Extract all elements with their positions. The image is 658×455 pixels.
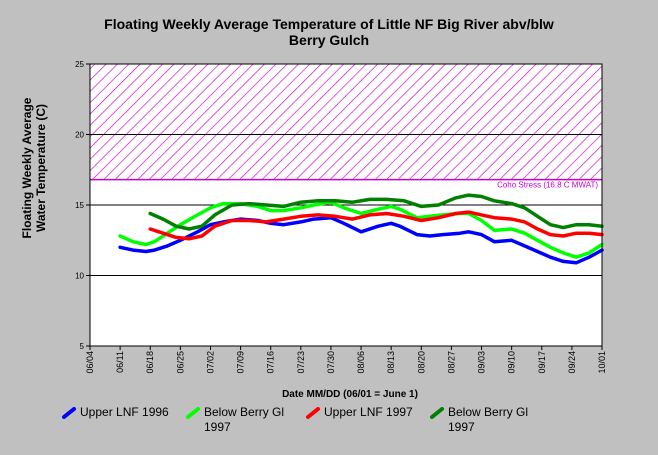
x-tick-label: 08/27 bbox=[446, 351, 456, 374]
y-tick-label: 25 bbox=[75, 60, 84, 69]
legend-label: Below Berry Gl 1997 bbox=[204, 405, 285, 434]
legend-swatch-icon bbox=[62, 407, 76, 419]
series-line-1 bbox=[118, 200, 604, 259]
x-tick-label: 06/11 bbox=[115, 351, 125, 373]
threshold-label: Coho Stress (16.8 C MWAT) bbox=[497, 181, 598, 190]
x-tick-label: 09/10 bbox=[507, 351, 517, 374]
threshold-band bbox=[90, 64, 602, 180]
legend-label: Below Berry Gl 1997 bbox=[448, 405, 529, 434]
x-tick-label: 06/18 bbox=[145, 351, 155, 374]
legend-label: Upper LNF 1996 bbox=[80, 405, 169, 419]
x-tick-label: 07/09 bbox=[236, 351, 246, 374]
legend-swatch-icon bbox=[430, 407, 444, 419]
chart-title-line2: Berry Gulch bbox=[288, 32, 370, 48]
legend-swatch-icon bbox=[186, 407, 200, 419]
x-tick-label: 09/17 bbox=[537, 351, 547, 374]
x-tick-label: 06/25 bbox=[175, 351, 185, 374]
x-tick-label: 07/02 bbox=[205, 351, 215, 374]
x-tick-label: 09/24 bbox=[567, 351, 577, 374]
x-tick-label: 09/03 bbox=[477, 351, 487, 374]
x-tick-label: 06/04 bbox=[85, 351, 95, 374]
x-tick-label: 10/01 bbox=[597, 351, 607, 374]
x-axis-label: Date MM/DD (06/01 = June 1) bbox=[282, 389, 418, 400]
x-tick-label: 07/16 bbox=[266, 351, 276, 374]
y-axis-label-line1: Floating Weekly Average bbox=[20, 97, 34, 239]
x-tick-label: 08/13 bbox=[386, 351, 396, 374]
series-line-3 bbox=[148, 193, 604, 231]
series-line-0 bbox=[118, 215, 604, 265]
chart-title-line1: Floating Weekly Average Temperature of L… bbox=[104, 16, 554, 32]
y-tick-label: 15 bbox=[75, 201, 84, 210]
legend-swatch-icon bbox=[306, 407, 320, 419]
x-tick-label: 08/20 bbox=[416, 351, 426, 374]
series-line-2 bbox=[148, 210, 604, 241]
y-tick-label: 20 bbox=[75, 131, 84, 140]
x-tick-label: 07/23 bbox=[296, 351, 306, 374]
y-tick-label: 5 bbox=[80, 342, 85, 351]
legend: Upper LNF 1996 Below Berry Gl 1997 Upper… bbox=[0, 405, 658, 445]
x-tick-label: 07/30 bbox=[326, 351, 336, 374]
y-axis-label-line2: Water Temperature (C) bbox=[34, 103, 48, 233]
legend-label: Upper LNF 1997 bbox=[324, 405, 413, 419]
y-tick-label: 10 bbox=[75, 272, 84, 281]
x-tick-label: 08/06 bbox=[356, 351, 366, 374]
